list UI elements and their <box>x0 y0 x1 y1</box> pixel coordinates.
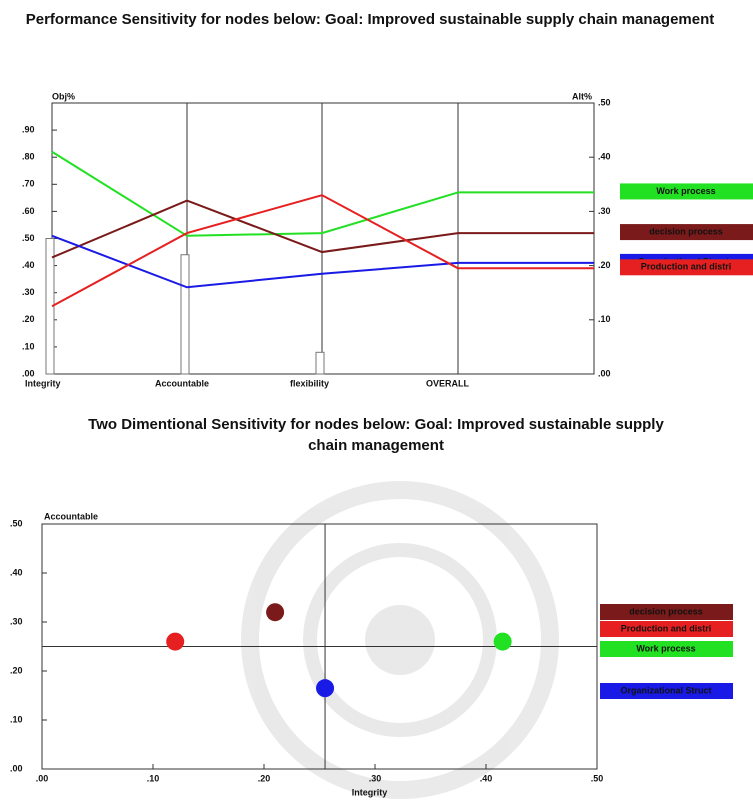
y-tick-label: .80 <box>22 152 35 162</box>
x-tick-label: OVERALL <box>426 378 470 388</box>
y-tick-label: .00 <box>10 763 23 773</box>
y-tick-label: .10 <box>10 714 23 724</box>
y-tick-label: .50 <box>22 233 35 243</box>
scatter-point <box>316 679 334 697</box>
x-tick-label: flexibility <box>290 378 329 388</box>
y-tick-label: .50 <box>10 518 23 528</box>
legend-text: Work process <box>636 643 695 653</box>
plot-frame <box>52 103 594 374</box>
y-axis-label: Obj% <box>52 91 75 101</box>
x-tick-label: Integrity <box>25 378 61 388</box>
bar <box>316 352 324 374</box>
y-tick-label: .70 <box>22 179 35 189</box>
x-tick-label: .50 <box>591 773 604 783</box>
y2-tick-label: .10 <box>598 314 611 324</box>
legend-text: Organizational Struct <box>620 685 711 695</box>
y2-tick-label: .00 <box>598 368 611 378</box>
y-tick-label: .20 <box>22 314 35 324</box>
y-tick-label: .90 <box>22 124 35 134</box>
y-tick-label: .30 <box>22 287 35 297</box>
scatter-point <box>494 633 512 651</box>
y2-tick-label: .30 <box>598 206 611 216</box>
y-tick-label: .10 <box>22 341 35 351</box>
series-line <box>52 152 458 236</box>
y-tick-label: .30 <box>10 616 23 626</box>
y-axis-label: Accountable <box>44 511 98 521</box>
y2-tick-label: .40 <box>598 152 611 162</box>
page: Performance Sensitivity for nodes below:… <box>0 0 753 801</box>
scatter-point <box>266 603 284 621</box>
chart-title: Performance Sensitivity for nodes below:… <box>26 11 715 28</box>
x-tick-label: .40 <box>480 773 493 783</box>
y-tick-label: .40 <box>22 260 35 270</box>
y-tick-label: .00 <box>22 368 35 378</box>
x-tick-label: .20 <box>258 773 271 783</box>
legend-text: Production and distri <box>641 262 732 272</box>
bar <box>181 255 189 374</box>
legend-text: decision process <box>649 226 723 236</box>
x-axis-label: Integrity <box>352 787 388 797</box>
series-line <box>52 195 458 306</box>
y-tick-label: .20 <box>10 665 23 675</box>
chart-title: Two Dimentional Sensitivity for nodes be… <box>88 416 664 454</box>
y2-axis-label: Alt% <box>572 91 592 101</box>
y2-tick-label: .20 <box>598 260 611 270</box>
x-tick-label: Accountable <box>155 378 209 388</box>
scatter-point <box>166 633 184 651</box>
y-tick-label: .60 <box>22 206 35 216</box>
series-line <box>52 236 458 287</box>
legend-text: decision process <box>629 606 703 616</box>
y-tick-label: .40 <box>10 567 23 577</box>
legend-text: Work process <box>656 186 715 196</box>
series-line <box>52 201 458 258</box>
legend-text: Production and distri <box>621 623 712 633</box>
x-tick-label: .30 <box>369 773 382 783</box>
y2-tick-label: .50 <box>598 97 611 107</box>
x-tick-label: .00 <box>36 773 49 783</box>
x-tick-label: .10 <box>147 773 160 783</box>
